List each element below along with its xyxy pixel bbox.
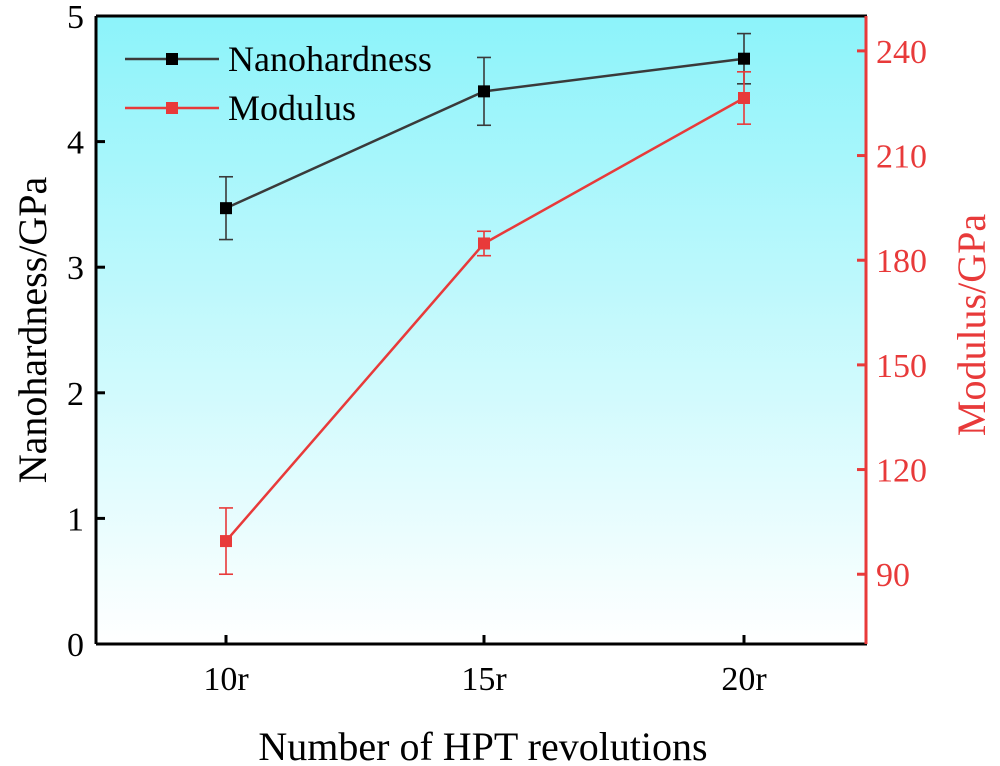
legend-marker — [166, 53, 178, 65]
plot-background — [96, 16, 866, 644]
data-point — [220, 535, 232, 548]
right-tick-label: 120 — [876, 453, 927, 490]
x-axis-title: Number of HPT revolutions — [258, 724, 707, 766]
legend-label: Nanohardness — [228, 39, 432, 79]
left-tick-label: 5 — [67, 0, 84, 36]
legend-marker — [166, 102, 178, 114]
data-point — [738, 91, 750, 104]
right-tick-label: 180 — [876, 243, 927, 280]
left-tick-label: 1 — [67, 501, 84, 538]
legend: Nanohardness Modulus — [125, 39, 432, 128]
left-tick-label: 4 — [67, 125, 84, 162]
data-point — [478, 237, 490, 250]
x-tick-label: 15r — [461, 661, 507, 698]
left-tick-label: 0 — [67, 627, 84, 664]
y-axis-title-left: Nanohardness/GPa — [10, 176, 55, 483]
right-tick-label: 150 — [876, 348, 927, 385]
data-point — [738, 52, 750, 65]
legend-label: Modulus — [228, 88, 356, 128]
data-point — [478, 85, 490, 98]
x-tick-label: 20r — [721, 661, 767, 698]
x-tick-label: 10r — [203, 661, 249, 698]
right-tick-label: 90 — [876, 557, 910, 594]
y-axis-title-right: Modulus/GPa — [949, 214, 994, 436]
data-point — [220, 202, 232, 215]
left-tick-label: 3 — [67, 250, 84, 287]
right-tick-label: 210 — [876, 139, 927, 176]
right-tick-label: 240 — [876, 34, 927, 71]
left-tick-label: 2 — [67, 376, 84, 413]
